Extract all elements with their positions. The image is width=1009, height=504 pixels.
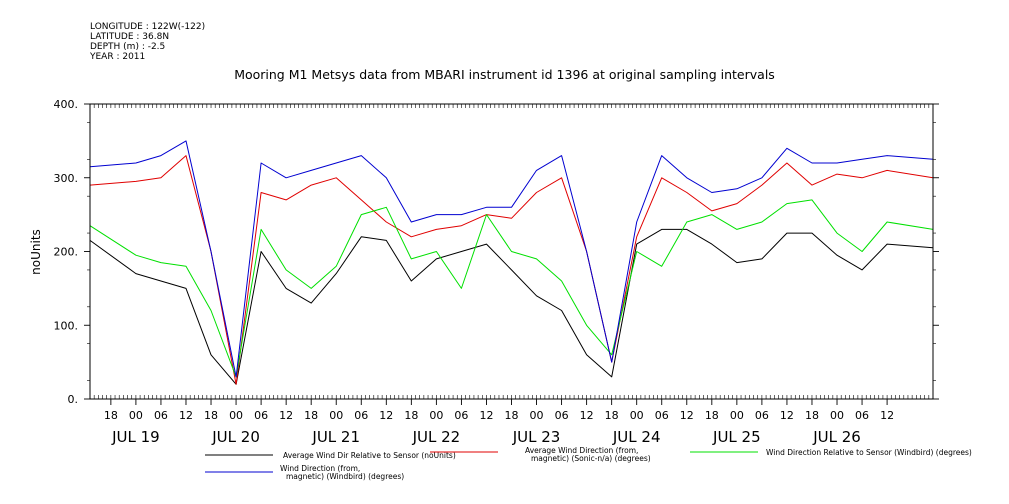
x-tick-label: 18 bbox=[805, 409, 819, 422]
series-line-3 bbox=[89, 140, 934, 378]
y-axis-label: noUnits bbox=[29, 229, 43, 275]
x-day-label: JUL 26 bbox=[812, 428, 861, 446]
x-tick-label: 06 bbox=[154, 409, 168, 422]
x-tick-label: 06 bbox=[855, 409, 869, 422]
y-tick-label: 300. bbox=[54, 172, 79, 185]
x-tick-label: 12 bbox=[880, 409, 894, 422]
chart-title: Mooring M1 Metsys data from MBARI instru… bbox=[234, 67, 775, 82]
x-tick-label: 12 bbox=[680, 409, 694, 422]
x-tick-label: 06 bbox=[254, 409, 268, 422]
metadata-latitude: LATITUDE : 36.8N bbox=[90, 32, 170, 42]
y-tick-label: 400. bbox=[54, 98, 79, 111]
x-day-label: JUL 23 bbox=[512, 428, 561, 446]
x-day-label: JUL 22 bbox=[412, 428, 461, 446]
x-tick-label: 06 bbox=[354, 409, 368, 422]
x-tick-label: 18 bbox=[204, 409, 218, 422]
x-tick-label: 00 bbox=[229, 409, 243, 422]
metadata-longitude: LONGITUDE : 122W(-122) bbox=[90, 22, 206, 32]
legend-label-0: Average Wind Dir Relative to Sensor (noU… bbox=[283, 451, 456, 460]
x-tick-label: 18 bbox=[605, 409, 619, 422]
x-tick-label: 06 bbox=[454, 409, 468, 422]
x-tick-label: 12 bbox=[580, 409, 594, 422]
series-line-0 bbox=[89, 228, 934, 385]
x-tick-label: 12 bbox=[379, 409, 393, 422]
x-tick-label: 18 bbox=[104, 409, 118, 422]
x-tick-label: 00 bbox=[429, 409, 443, 422]
x-day-label: JUL 24 bbox=[612, 428, 661, 446]
legend-label-1: Average Wind Direction (from, magnetic) (… bbox=[525, 446, 651, 463]
x-tick-label: 18 bbox=[505, 409, 519, 422]
x-day-label: JUL 19 bbox=[111, 428, 160, 446]
x-tick-label: 06 bbox=[755, 409, 769, 422]
legend-label-2: Wind Direction Relative to Sensor (Windb… bbox=[766, 448, 972, 457]
x-tick-label: 18 bbox=[705, 409, 719, 422]
x-tick-label: 00 bbox=[730, 409, 744, 422]
metadata-depth: DEPTH (m) : -2.5 bbox=[90, 42, 166, 52]
x-tick-label: 06 bbox=[555, 409, 569, 422]
y-tick-label: 100. bbox=[54, 319, 79, 332]
x-day-label: JUL 20 bbox=[211, 428, 260, 446]
x-tick-label: 00 bbox=[830, 409, 844, 422]
x-tick-label: 18 bbox=[304, 409, 318, 422]
series-line-2 bbox=[89, 199, 934, 378]
y-tick-label: 200. bbox=[54, 246, 79, 259]
x-day-label: JUL 21 bbox=[311, 428, 360, 446]
x-tick-label: 12 bbox=[179, 409, 193, 422]
x-day-label: JUL 25 bbox=[712, 428, 761, 446]
x-tick-label: 06 bbox=[655, 409, 669, 422]
x-tick-label: 00 bbox=[630, 409, 644, 422]
x-tick-label: 00 bbox=[530, 409, 544, 422]
x-tick-label: 00 bbox=[329, 409, 343, 422]
x-tick-label: 00 bbox=[129, 409, 143, 422]
series-line-1 bbox=[89, 155, 934, 385]
x-tick-label: 12 bbox=[479, 409, 493, 422]
x-tick-label: 12 bbox=[780, 409, 794, 422]
x-tick-label: 18 bbox=[404, 409, 418, 422]
x-tick-label: 12 bbox=[279, 409, 293, 422]
y-tick-label: 0. bbox=[68, 393, 79, 406]
legend-label-3: Wind Direction (from, magnetic) (Windbird… bbox=[280, 464, 404, 481]
metadata-year: YEAR : 2011 bbox=[90, 52, 146, 62]
